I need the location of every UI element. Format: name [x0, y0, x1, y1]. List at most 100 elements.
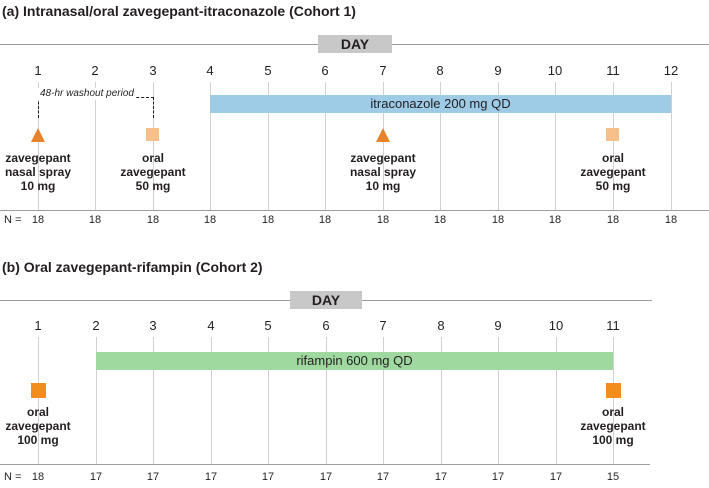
- panel-b-gridline: [38, 337, 39, 464]
- panel-b-n-value: 17: [434, 471, 448, 483]
- panel-a-gridline: [38, 82, 39, 210]
- panel-b-day-number: 4: [207, 318, 215, 333]
- panel-a-day-number: 10: [547, 63, 563, 78]
- panel-a-n-label: N =: [4, 214, 22, 226]
- panel-b-gridline: [153, 337, 154, 464]
- panel-a-day-number: 12: [663, 63, 679, 78]
- dose-label-line: 10 mg: [365, 179, 401, 193]
- dose-label-line: nasal spray: [349, 165, 417, 179]
- dose-label-line: nasal spray: [4, 165, 72, 179]
- panel-a-day-axis-left: [0, 44, 318, 45]
- panel-b-n-value: 18: [31, 471, 45, 483]
- panel-b-day-number: 6: [322, 318, 330, 333]
- panel-a-day-number: 5: [264, 63, 272, 78]
- panel-b-day-number: 11: [606, 318, 620, 333]
- panel-a-day-number: 7: [379, 63, 387, 78]
- itraconazole-bar: itraconazole 200 mg QD: [210, 95, 671, 113]
- panel-a-day-number: 4: [206, 63, 214, 78]
- dose-label-line: 50 mg: [135, 179, 171, 193]
- panel-a-gridline: [671, 82, 672, 210]
- panel-b-n-value: 15: [606, 471, 620, 483]
- dose-label-line: 100 mg: [592, 433, 634, 447]
- dose-label-oral-day1: oral zavegepant 100 mg: [0, 405, 93, 447]
- nasal-spray-triangle-icon: [376, 128, 390, 142]
- panel-b-gridline: [326, 337, 327, 464]
- panel-b-n-value: 17: [549, 471, 563, 483]
- panel-b-day-number: 5: [264, 318, 272, 333]
- dose-label-line: zavegepant: [580, 419, 646, 433]
- panel-b-gridline: [96, 337, 97, 464]
- oral-dose-square-icon: [606, 383, 621, 398]
- panel-a-n-value: 18: [548, 214, 562, 226]
- panel-b-n-value: 17: [491, 471, 505, 483]
- panel-b-day-axis-right: [362, 300, 652, 301]
- panel-a-n-value: 18: [203, 214, 217, 226]
- panel-a-gridline: [268, 82, 269, 210]
- panel-a-day-number: 2: [91, 63, 99, 78]
- panel-b-bottom-axis: [0, 464, 650, 465]
- oral-dose-square-icon: [606, 128, 619, 141]
- panel-b-n-value: 17: [319, 471, 333, 483]
- panel-a-n-value: 18: [318, 214, 332, 226]
- panel-a-gridline: [613, 82, 614, 210]
- panel-a-gridline: [95, 82, 96, 210]
- panel-b-day-axis-left: [0, 300, 290, 301]
- dose-label-line: oral: [26, 405, 49, 419]
- panel-a-gridline: [555, 82, 556, 210]
- panel-b-gridline: [498, 337, 499, 464]
- panel-a-n-value: 18: [261, 214, 275, 226]
- panel-a-n-value: 18: [491, 214, 505, 226]
- panel-a-title: (a) Intranasal/oral zavegepant-itraconaz…: [2, 3, 356, 19]
- dose-label-line: zavegepant: [5, 151, 71, 165]
- panel-a-gridline: [498, 82, 499, 210]
- dose-label-oral-day11: oral zavegepant 100 mg: [558, 405, 668, 447]
- washout-bracket-left: [38, 97, 39, 118]
- panel-b-gridline: [613, 337, 614, 464]
- dose-label-nasal-day1: zavegepant nasal spray 10 mg: [0, 151, 93, 193]
- dose-label-line: zavegepant: [580, 165, 646, 179]
- dose-label-line: oral: [141, 151, 164, 165]
- panel-b-day-number: 8: [437, 318, 445, 333]
- panel-b-day-number: 9: [494, 318, 502, 333]
- panel-a-day-number: 8: [436, 63, 444, 78]
- dose-label-line: zavegepant: [5, 419, 71, 433]
- panel-a-day-label: DAY: [318, 35, 392, 53]
- panel-a-n-value: 18: [376, 214, 390, 226]
- oral-dose-square-icon: [31, 383, 46, 398]
- dose-label-line: oral: [601, 151, 624, 165]
- panel-b-title: (b) Oral zavegepant-rifampin (Cohort 2): [2, 259, 263, 275]
- panel-b-day-label: DAY: [290, 291, 362, 309]
- panel-a-n-value: 18: [664, 214, 678, 226]
- panel-b-gridline: [441, 337, 442, 464]
- panel-a-gridline: [325, 82, 326, 210]
- panel-b-day-number: 1: [34, 318, 42, 333]
- panel-b-gridline: [383, 337, 384, 464]
- panel-a-gridline: [383, 82, 384, 210]
- panel-b-n-value: 17: [146, 471, 160, 483]
- dose-label-line: 10 mg: [20, 179, 56, 193]
- nasal-spray-triangle-icon: [31, 128, 45, 142]
- dose-label-nasal-day7: zavegepant nasal spray 10 mg: [328, 151, 438, 193]
- rifampin-bar: rifampin 600 mg QD: [96, 352, 613, 370]
- panel-b-n-value: 17: [89, 471, 103, 483]
- dose-label-line: zavegepant: [350, 151, 416, 165]
- dose-label-line: oral: [601, 405, 624, 419]
- washout-bracket-right: [153, 97, 154, 118]
- panel-a-day-axis-right: [392, 44, 709, 45]
- panel-a-n-value: 18: [606, 214, 620, 226]
- dose-label-oral-day11: oral zavegepant 50 mg: [558, 151, 668, 193]
- panel-a-day-number: 3: [149, 63, 157, 78]
- oral-dose-square-icon: [146, 128, 159, 141]
- panel-a-day-number: 9: [494, 63, 502, 78]
- dose-label-line: zavegepant: [120, 165, 186, 179]
- panel-b-gridline: [211, 337, 212, 464]
- panel-b-day-number: 10: [548, 318, 564, 333]
- panel-a-gridline: [153, 82, 154, 210]
- panel-b-n-value: 17: [204, 471, 218, 483]
- panel-b-n-value: 17: [376, 471, 390, 483]
- panel-b-day-number: 2: [92, 318, 100, 333]
- panel-a-gridline: [440, 82, 441, 210]
- panel-b-gridline: [556, 337, 557, 464]
- panel-a-day-number: 1: [34, 63, 42, 78]
- panel-b-n-label: N =: [4, 471, 22, 483]
